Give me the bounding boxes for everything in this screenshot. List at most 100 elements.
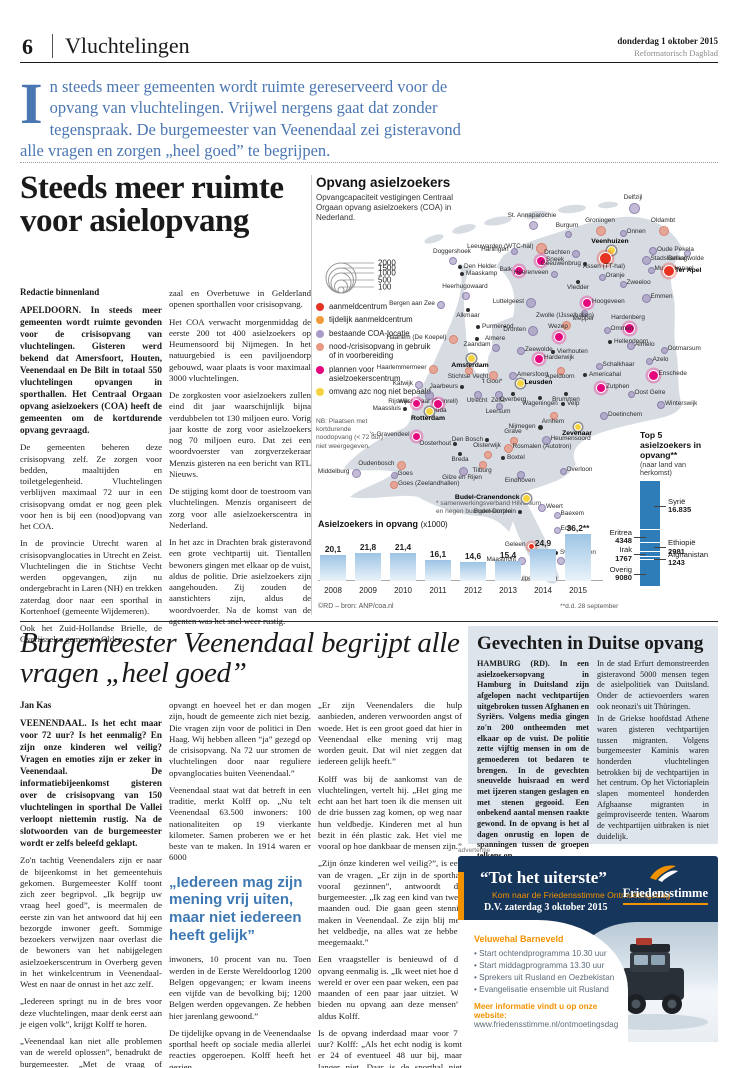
city-label: Wageningen bbox=[522, 400, 558, 407]
city-label: Rotterdam bbox=[411, 414, 445, 422]
top5-tick bbox=[634, 554, 646, 556]
city-label: Zwolle (IJsselhallen) bbox=[536, 311, 594, 319]
city-label: Arnhem bbox=[541, 418, 565, 425]
city-label: Wezep bbox=[548, 323, 568, 330]
city-dot-d bbox=[538, 396, 542, 400]
city-label: Oost Gelre bbox=[634, 388, 666, 396]
city-dot-p bbox=[538, 504, 546, 512]
city-dot-d bbox=[554, 551, 558, 555]
svg-text:500: 500 bbox=[378, 276, 392, 285]
advertisement: Veluwehal Barneveld • Start ochtendprogr… bbox=[458, 856, 718, 1042]
top5-value: 1767 bbox=[615, 553, 632, 563]
city-dot-d bbox=[537, 424, 543, 430]
chart-bar bbox=[425, 560, 451, 581]
city-dot-p bbox=[660, 346, 668, 354]
city-dot-p bbox=[647, 266, 655, 274]
city-dot-p bbox=[657, 401, 665, 409]
mid-rule bbox=[20, 621, 718, 622]
city-label: Weert bbox=[546, 502, 563, 510]
ad-website-url: www.friedensstimme.nl/ontmoetingsdag bbox=[474, 1019, 619, 1029]
city-dot-y bbox=[424, 406, 434, 416]
chart-bar bbox=[565, 533, 591, 581]
top5-segment bbox=[640, 560, 660, 586]
paragraph: HAMBURG (RD). In een asielzoekersopvang … bbox=[477, 659, 589, 860]
city-dot-s bbox=[659, 226, 669, 236]
city-label: Oldambt bbox=[650, 217, 676, 224]
top5-subtitle: (naar land van herkomst) bbox=[640, 459, 686, 477]
city-label: Dronten bbox=[503, 325, 526, 333]
article2-column3: „Er zijn Veenendalers die hulp aanbieden… bbox=[318, 700, 462, 1068]
city-label: Vierhouten bbox=[557, 347, 588, 355]
article3-column2: In de stad Erfurt demonstreerden gistera… bbox=[597, 659, 709, 844]
top5-value: 9080 bbox=[615, 573, 632, 583]
city-label: Delfzijl bbox=[623, 193, 643, 201]
dove-logo-icon bbox=[650, 865, 678, 882]
chart-x-tick: 2011 bbox=[429, 586, 447, 595]
city-label: 's-Gravendeel bbox=[369, 430, 410, 438]
city-label: Luttelgeest bbox=[492, 297, 524, 305]
city-label: Zevenaar bbox=[562, 430, 592, 437]
city-label: Zeist bbox=[491, 397, 505, 404]
paragraph: Is de opvang inderdaad maar voor 72 uur?… bbox=[318, 1027, 462, 1068]
chart-x-tick: 2010 bbox=[394, 586, 412, 595]
city-label: Stichtse Vecht bbox=[447, 373, 489, 380]
chart-bar bbox=[495, 560, 521, 581]
paragraph: De tijdelijke opvang in de Veenendaalse … bbox=[169, 1027, 311, 1068]
article2-column2: opvangt en hoeveel het er dan mogen zijn… bbox=[169, 700, 311, 1068]
barchart-title: Asielzoekers in opvang (x1000) bbox=[318, 519, 448, 529]
svg-text:1000: 1000 bbox=[378, 269, 396, 278]
ad-accent-bar bbox=[458, 872, 464, 932]
legend-dot-icon bbox=[316, 303, 324, 311]
top5-value: 16.835 bbox=[668, 504, 692, 514]
city-label: Tilburg bbox=[472, 467, 492, 474]
paragraph: inwoners, 10 procent van nu. Toen werden… bbox=[169, 954, 311, 1021]
city-dot-d bbox=[608, 340, 612, 344]
city-dot-p bbox=[517, 347, 525, 355]
top5-segment bbox=[640, 542, 660, 551]
city-dot-s bbox=[428, 364, 438, 374]
city-dot-p bbox=[437, 301, 445, 309]
city-dot-d bbox=[460, 385, 464, 389]
city-dot-p bbox=[641, 293, 651, 303]
city-dot-p bbox=[509, 372, 517, 380]
city-label: Azelo bbox=[652, 355, 669, 363]
ad-bullet: • Evangelisatie ensemble uit Rusland bbox=[474, 984, 609, 994]
city-label: Brummen bbox=[552, 396, 580, 403]
city-dot-d bbox=[501, 456, 505, 460]
paragraph: De zorgkosten voor asielzoekers zullen e… bbox=[169, 390, 311, 479]
city-dot-d bbox=[475, 337, 479, 341]
ad-title: “Tot het uiterste” bbox=[480, 868, 607, 887]
chart-x-tick: 2009 bbox=[359, 586, 377, 595]
city-dot-p bbox=[528, 326, 538, 336]
city-dot-m bbox=[536, 256, 546, 266]
paper-name: Reformatorisch Dagblad bbox=[634, 48, 718, 58]
truck-illustration bbox=[598, 938, 708, 1030]
chart-x-tick: 2008 bbox=[324, 586, 342, 595]
city-dot-s bbox=[557, 367, 565, 375]
city-label: Breda bbox=[451, 456, 469, 463]
paragraph: Zo'n tachtig Veenendalers zijn er naar d… bbox=[20, 855, 162, 990]
city-dot-p bbox=[572, 250, 580, 258]
legend-item: tijdelijk aanmeldcentrum bbox=[316, 315, 434, 325]
paragraph: „Zijn ónze kinderen wel veilig?”, is een… bbox=[318, 858, 462, 947]
city-label: Alkmaar bbox=[456, 312, 480, 319]
city-dot-y bbox=[574, 423, 582, 431]
drop-cap: I bbox=[20, 71, 43, 136]
legend-label: omvang azc nog niet bepaald bbox=[329, 387, 431, 397]
article2-byline: Jan Kas bbox=[20, 700, 52, 710]
city-label: Harlingen bbox=[481, 245, 509, 253]
city-label: Overloon bbox=[566, 465, 593, 473]
svg-text:2000: 2000 bbox=[378, 259, 396, 268]
city-label: Utrecht bbox=[466, 397, 488, 404]
city-dot-d bbox=[453, 442, 457, 446]
top5-segment bbox=[640, 556, 660, 560]
city-dot-p bbox=[564, 230, 572, 238]
city-dot-p bbox=[462, 292, 470, 300]
city-dot-s bbox=[479, 461, 487, 469]
city-dot-s bbox=[510, 437, 518, 445]
top5-segment bbox=[640, 530, 660, 542]
article2-lead: VEENENDAAL. Is het echt maar voor 72 uur… bbox=[20, 718, 162, 848]
city-dot-p bbox=[495, 391, 503, 399]
svg-text:100: 100 bbox=[378, 283, 392, 292]
